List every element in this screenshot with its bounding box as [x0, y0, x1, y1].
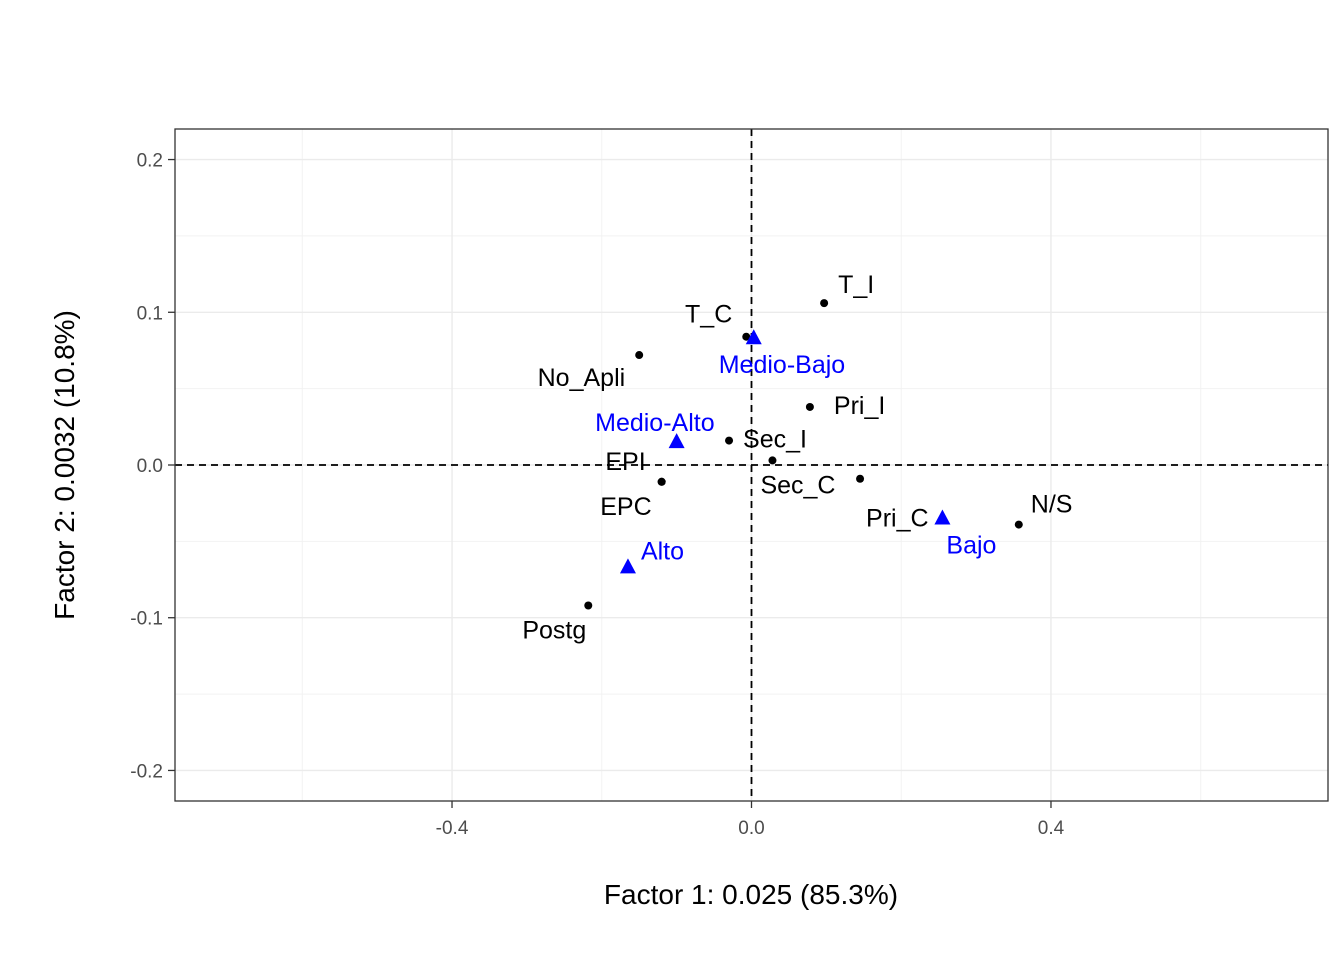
y-tick-label: 0.2: [137, 151, 163, 172]
point-label-Medio-Alto: Medio-Alto: [595, 409, 715, 437]
point-marker-Sec_I: [725, 436, 734, 445]
point-label-T_I: T_I: [838, 271, 874, 299]
data-point-labels: T_I T_C No_Apli Pri_I Sec_I Sec_C EPI EPC Pri_C N…: [522, 271, 1072, 644]
y-axis-title: Factor 2: 0.0032 (10.8%): [49, 310, 80, 620]
point-label-Pri_I: Pri_I: [834, 392, 885, 420]
point-label-Bajo: Bajo: [946, 531, 996, 559]
x-axis-ticks: -0.4 0.0 0.4: [436, 801, 1065, 839]
point-label-EPI: EPI: [605, 448, 645, 476]
point-label-Medio-Bajo: Medio-Bajo: [719, 351, 845, 379]
point-label-Alto: Alto: [641, 537, 684, 565]
point-label-Sec_C: Sec_C: [760, 471, 835, 499]
y-tick-label: 0.0: [137, 456, 163, 477]
x-axis-title: Factor 1: 0.025 (85.3%): [604, 879, 898, 910]
point-marker-Pri_I: [805, 402, 814, 411]
point-marker-T_C: [742, 332, 751, 341]
x-tick-label: 0.4: [1038, 818, 1065, 839]
point-label-T_C: T_C: [685, 301, 732, 329]
point-label-Pri_C: Pri_C: [866, 505, 929, 533]
point-marker-Sec_C: [768, 456, 777, 465]
reference-lines: [175, 129, 1328, 801]
y-tick-label: -0.1: [130, 609, 163, 630]
point-label-EPC: EPC: [600, 493, 651, 521]
point-marker-N/S: [1014, 520, 1023, 529]
x-tick-label: 0.0: [738, 818, 764, 839]
point-marker-Pri_C: [856, 474, 865, 483]
x-tick-label: -0.4: [436, 818, 469, 839]
triangle-marker-Alto: [619, 558, 636, 574]
triangle-marker-Medio-Bajo: [745, 329, 762, 345]
point-marker-No_Apli: [635, 351, 644, 360]
point-label-N/S: N/S: [1031, 491, 1073, 519]
data-points: [584, 299, 1023, 610]
y-tick-label: 0.1: [137, 303, 163, 324]
point-label-Postg: Postg: [522, 617, 586, 645]
triangle-marker-Bajo: [934, 509, 951, 525]
point-marker-Postg: [584, 601, 593, 610]
point-label-Sec_I: Sec_I: [743, 426, 807, 454]
point-label-No_Apli: No_Apli: [538, 364, 626, 392]
triangle-marker-Medio-Alto: [668, 433, 685, 449]
point-marker-T_I: [820, 299, 829, 308]
y-tick-label: -0.2: [130, 761, 163, 782]
point-marker-EPC: [657, 477, 666, 486]
y-axis-ticks: -0.2 -0.1 0.0 0.1 0.2: [130, 151, 175, 782]
